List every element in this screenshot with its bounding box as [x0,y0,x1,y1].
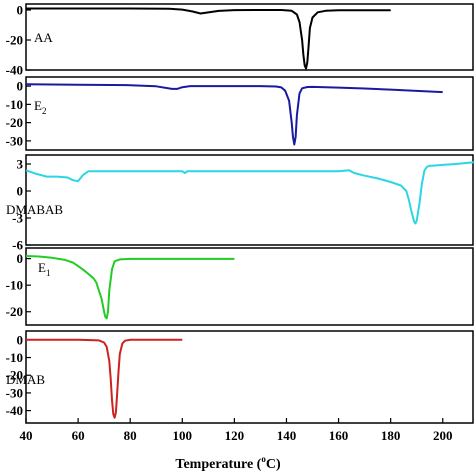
series-line-1 [25,83,443,146]
y-tick-label: 0 [17,332,24,347]
x-tick-label: 120 [225,428,245,443]
panel-label-text: DMABAB [6,202,63,217]
series-line-4 [26,338,183,419]
panel-label-text: AA [34,30,53,45]
x-tick-label: 40 [20,428,33,443]
y-tick-label: -30 [6,385,23,400]
y-tick-label: -10 [6,350,23,365]
panel-3: 0 -10 -20 E1 [6,247,474,326]
panel-label: DMAB [6,372,45,387]
x-tick-label: 100 [173,428,193,443]
panel-label-text: E [38,260,46,275]
x-axis-title: Temperature (oC) [175,454,281,472]
shared-x-axis: 40 60 80 100 120 140 160 180 200 [20,418,453,443]
y-tick-label: -40 [6,403,23,418]
series-line-3 [25,255,235,320]
x-tick-label: 160 [329,428,349,443]
y-tick-label: -6 [12,238,23,253]
y-tick-label: -20 [6,33,23,48]
y-tick-label: -40 [6,63,23,78]
panel-label: AA [34,30,53,45]
panel-label: E2 [34,98,46,116]
panel-frame [25,247,474,326]
panel-1: 0 -10 -20 -30 E2 [6,76,474,151]
panels-layer: 0-20-40AA0-10-20-30E230-3-6DMABAB0-10-20… [6,3,474,424]
panel-frame [25,154,474,246]
y-tick-label: -30 [6,133,23,148]
panel-label: E1 [38,260,50,278]
panel-label-sub: 1 [46,268,51,278]
y-tick-label: -20 [6,115,23,130]
panel-label-text: DMAB [6,372,45,387]
x-axis-title-end: C) [266,457,281,472]
y-tick-label: 3 [17,157,24,172]
panel-frame [25,76,474,151]
panel-label: DMABAB [6,202,63,217]
x-axis-title-main: Temperature ( [175,457,261,472]
panel-label-sub: 2 [42,106,47,116]
y-tick-label: -20 [6,368,23,383]
panel-frame [25,3,474,71]
x-tick-label: 200 [433,428,453,443]
x-tick-label: 60 [72,428,85,443]
y-tick-label: 0 [17,184,24,199]
panel-frame [25,330,474,424]
x-axis-title-sup: o [261,454,266,464]
y-tick-label: -3 [12,211,23,226]
y-tick-label: 0 [17,251,24,266]
y-tick-label: -20 [6,304,23,319]
series-line-2 [25,161,474,225]
y-tick-label: -10 [6,97,23,112]
y-tick-label: 0 [17,3,24,18]
y-tick-label: -10 [6,278,23,293]
y-tick-label: 0 [17,79,24,94]
panel-0: 0 -20 -40 AA [6,3,474,78]
panel-label-text: E [34,98,42,113]
x-tick-label: 80 [124,428,137,443]
panel-2: 3 0 -3 -6 DMABAB [6,154,474,253]
x-tick-label: 140 [277,428,297,443]
x-tick-label: 180 [381,428,401,443]
panel-4: 0 -10 -20 -30 -40 DMAB [6,330,474,424]
series-line-0 [26,7,391,70]
